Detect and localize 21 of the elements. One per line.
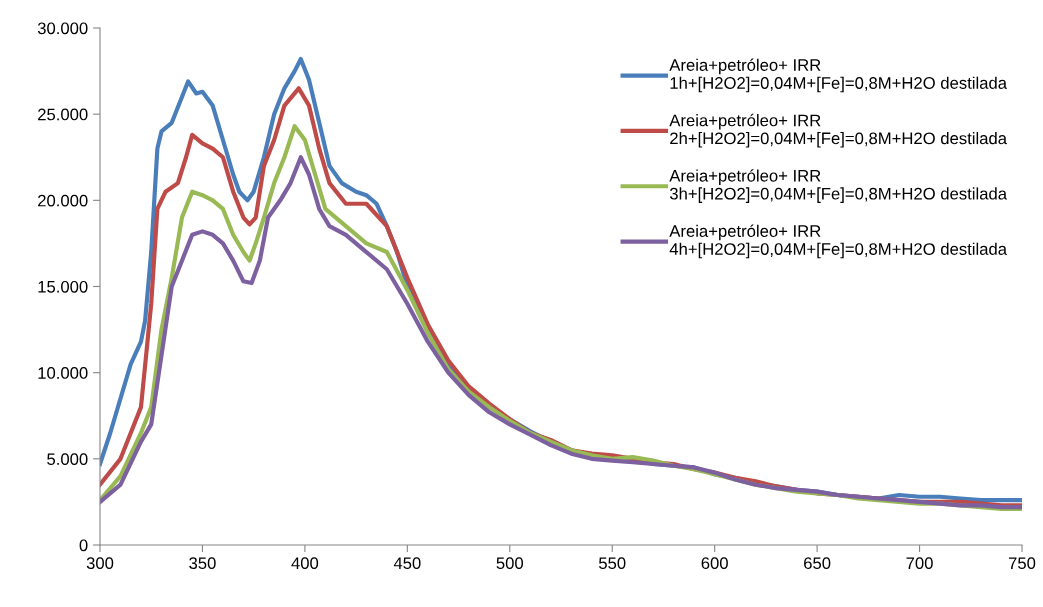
y-tick-label: 30.000 — [37, 22, 88, 35]
legend-label: Areia+petróleo+ IRR 3h+[H2O2]=0,04M+[Fe]=0,8M+H2O destilada — [669, 169, 1008, 203]
y-tick-label: 5.000 — [47, 453, 88, 466]
legend-label: Areia+petróleo+ IRR 2h+[H2O2]=0,04M+[Fe]=0,8M+H2O destilada — [669, 113, 1008, 148]
x-tick-label: 600 — [701, 557, 728, 570]
x-tick-label: 500 — [496, 557, 524, 570]
y-tick-label: 0 — [79, 539, 88, 552]
y-tick-label: 25.000 — [38, 108, 88, 121]
x-tick-label: 650 — [804, 557, 831, 570]
x-tick-label: 350 — [189, 557, 216, 570]
x-tick-label: 300 — [86, 557, 114, 570]
y-tick-label: 20.000 — [38, 194, 88, 207]
x-tick-label: 550 — [598, 557, 626, 570]
x-tick-label: 750 — [1008, 557, 1036, 570]
x-tick-label: 450 — [393, 557, 421, 570]
legend-label: Areia+petróleo+ IRR 1h+[H2O2]=0,04M+[Fe]=0,8M+H2O destilada — [669, 58, 1008, 93]
y-tick-label: 10.000 — [38, 367, 88, 379]
y-tick-label: 15.000 — [38, 280, 88, 293]
x-tick-label: 400 — [291, 557, 319, 570]
x-tick-label: 700 — [906, 557, 933, 570]
legend-label: Areia+petróleo+ IRR 4h+[H2O2]=0,04M+[Fe]=0,8M+H2O destilada — [669, 224, 1008, 259]
